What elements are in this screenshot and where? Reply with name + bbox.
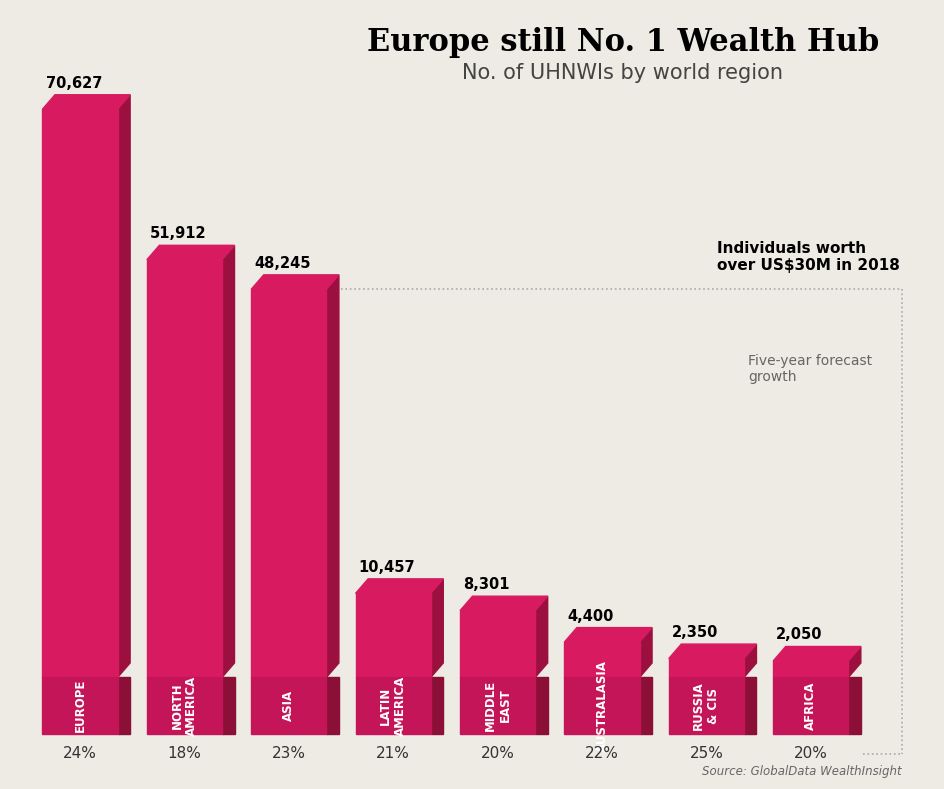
Text: MIDDLE
EAST: MIDDLE EAST (483, 680, 511, 731)
Bar (355, 593, 430, 678)
Bar (251, 290, 326, 678)
Text: 48,245: 48,245 (254, 256, 311, 271)
Polygon shape (326, 275, 339, 678)
Bar (772, 678, 848, 734)
Bar (668, 678, 743, 734)
Polygon shape (564, 627, 651, 642)
Text: 18%: 18% (167, 746, 201, 761)
Text: 20%: 20% (480, 746, 514, 761)
Polygon shape (117, 95, 130, 678)
Polygon shape (743, 678, 755, 734)
Bar (146, 260, 222, 678)
Text: ASIA: ASIA (282, 690, 295, 721)
Text: 51,912: 51,912 (150, 226, 207, 241)
Polygon shape (355, 579, 443, 593)
Bar (564, 678, 639, 734)
Polygon shape (743, 644, 755, 678)
Bar (564, 642, 639, 678)
Text: 25%: 25% (689, 746, 722, 761)
Text: 8,301: 8,301 (463, 578, 509, 593)
Text: EUROPE: EUROPE (74, 679, 87, 732)
Polygon shape (222, 678, 234, 734)
Text: 22%: 22% (584, 746, 618, 761)
Polygon shape (460, 596, 548, 611)
Text: NORTH
AMERICA: NORTH AMERICA (170, 675, 198, 736)
Polygon shape (534, 596, 548, 678)
Polygon shape (639, 678, 651, 734)
Text: 24%: 24% (63, 746, 97, 761)
Bar (772, 661, 848, 678)
Text: 20%: 20% (793, 746, 827, 761)
Polygon shape (326, 678, 339, 734)
Text: 2,350: 2,350 (671, 625, 717, 640)
Text: RUSSIA
& CIS: RUSSIA & CIS (692, 681, 719, 730)
Text: Europe still No. 1 Wealth Hub: Europe still No. 1 Wealth Hub (366, 27, 878, 58)
Polygon shape (534, 678, 548, 734)
Bar (668, 659, 743, 678)
Bar (460, 678, 534, 734)
Text: 70,627: 70,627 (45, 76, 102, 91)
Polygon shape (639, 627, 651, 678)
Text: AUSTRALASIA: AUSTRALASIA (595, 660, 608, 752)
Polygon shape (222, 245, 234, 678)
Text: Five-year forecast
growth: Five-year forecast growth (748, 353, 871, 384)
Bar (42, 109, 117, 678)
Text: AFRICA: AFRICA (803, 682, 817, 730)
Bar (355, 678, 430, 734)
Bar (42, 678, 117, 734)
Text: 21%: 21% (376, 746, 410, 761)
Text: 23%: 23% (272, 746, 306, 761)
Text: No. of UHNWIs by world region: No. of UHNWIs by world region (462, 63, 783, 84)
Polygon shape (772, 646, 860, 661)
Polygon shape (117, 678, 130, 734)
Polygon shape (251, 275, 339, 290)
Polygon shape (42, 95, 130, 109)
Bar (146, 678, 222, 734)
Polygon shape (848, 646, 860, 678)
Text: Source: GlobalData WealthInsight: Source: GlobalData WealthInsight (701, 765, 901, 778)
Bar (251, 678, 326, 734)
Polygon shape (430, 678, 443, 734)
Polygon shape (668, 644, 755, 659)
Polygon shape (430, 579, 443, 678)
Text: 10,457: 10,457 (359, 560, 415, 575)
Polygon shape (146, 245, 234, 260)
Text: Individuals worth
over US$30M in 2018: Individuals worth over US$30M in 2018 (716, 241, 899, 273)
Text: LATIN
AMERICA: LATIN AMERICA (379, 675, 407, 736)
Polygon shape (848, 678, 860, 734)
Text: 2,050: 2,050 (775, 627, 822, 642)
Text: 4,400: 4,400 (567, 608, 614, 623)
Bar (460, 611, 534, 678)
